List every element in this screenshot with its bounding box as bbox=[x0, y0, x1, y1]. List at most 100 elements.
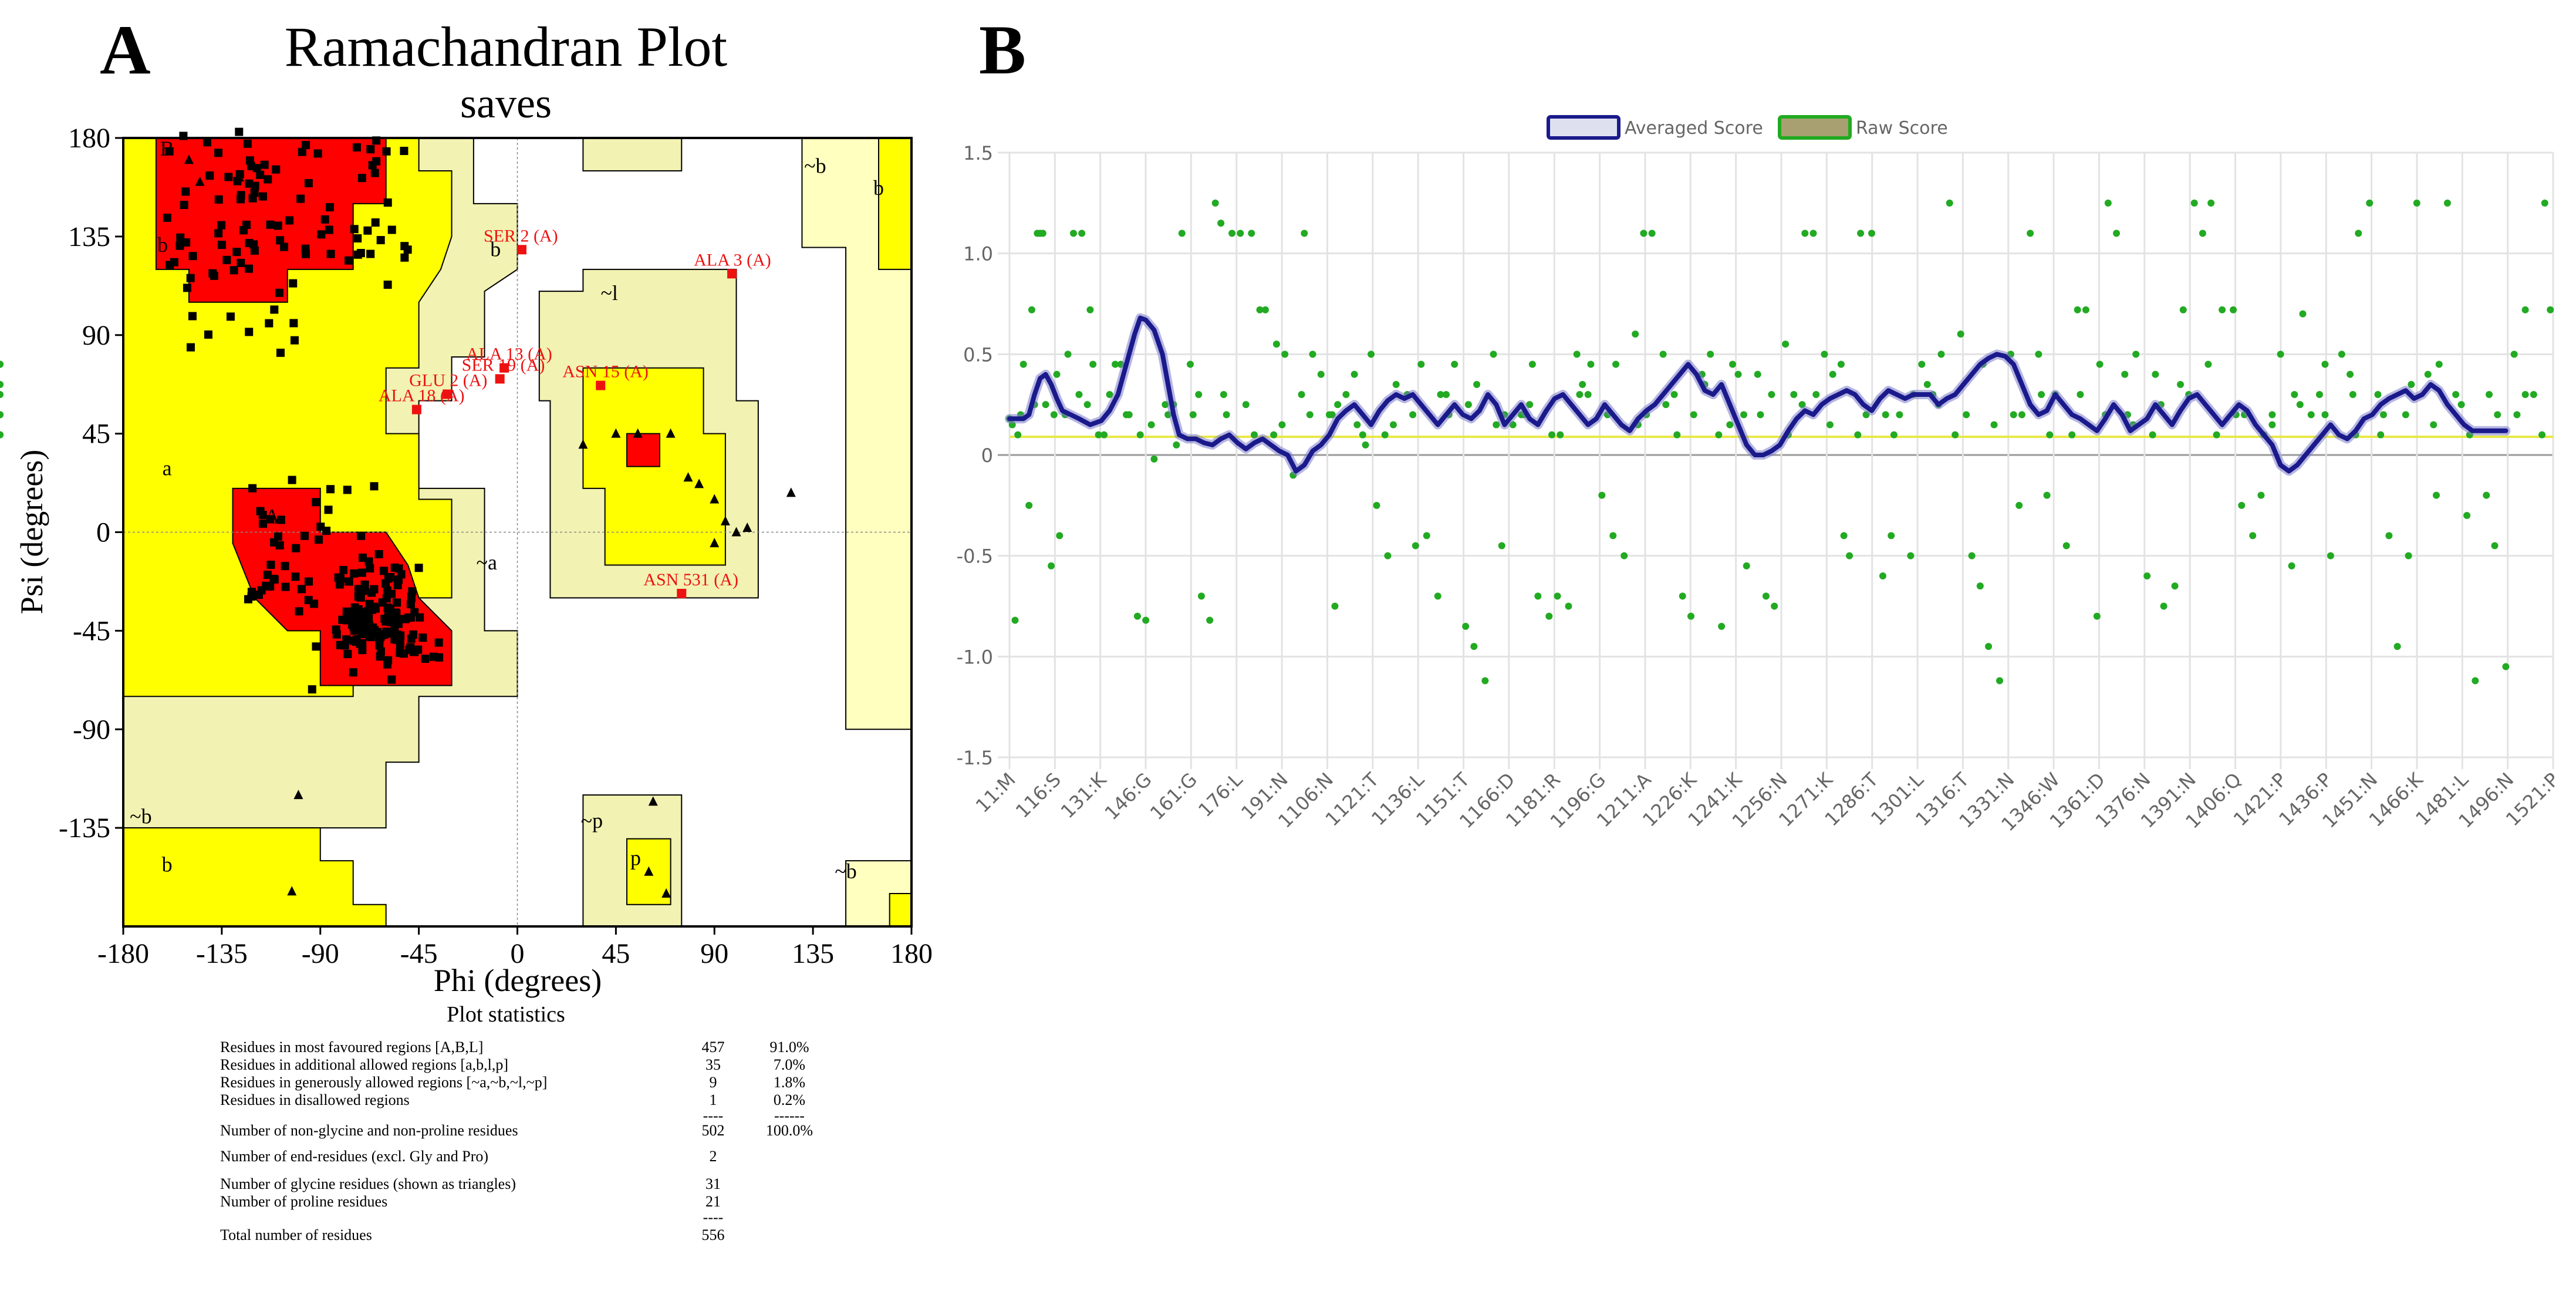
stats-row-count: 31 bbox=[705, 1175, 721, 1192]
rama-residue-marker bbox=[291, 572, 300, 581]
raw-score-point bbox=[1100, 431, 1108, 439]
raw-score-point bbox=[2296, 401, 2304, 409]
rama-residue-marker bbox=[367, 588, 376, 597]
rama-residue-marker bbox=[326, 203, 335, 212]
raw-score-point bbox=[1220, 391, 1227, 398]
rama-y-tick-label: 0 bbox=[96, 517, 110, 548]
raw-score-point bbox=[2405, 552, 2412, 559]
raw-score-point bbox=[2338, 350, 2345, 358]
rama-residue-marker bbox=[332, 630, 341, 639]
raw-score-point bbox=[1278, 421, 1286, 429]
rama-residue-marker bbox=[304, 179, 313, 188]
rama-residue-marker bbox=[222, 255, 231, 264]
stats-row-label: Number of proline residues bbox=[220, 1193, 387, 1210]
rama-residue-marker bbox=[180, 201, 188, 210]
raw-score-point bbox=[1923, 380, 1931, 388]
raw-score-point bbox=[2321, 411, 2329, 419]
rama-residue-marker bbox=[235, 127, 244, 136]
raw-score-point bbox=[2288, 562, 2295, 569]
rama-residue-marker bbox=[263, 571, 272, 579]
raw-score-point bbox=[2463, 512, 2471, 519]
rama-residue-marker bbox=[304, 577, 313, 586]
raw-score-point bbox=[1434, 592, 1441, 600]
raw-score-point bbox=[1389, 421, 1397, 429]
rama-residue-marker bbox=[360, 586, 369, 595]
raw-score-point bbox=[1228, 230, 1236, 237]
rama-residue-marker bbox=[352, 143, 361, 152]
rama-residue-marker bbox=[312, 498, 320, 507]
rama-residue-marker bbox=[401, 615, 410, 623]
rama-residue-marker bbox=[205, 171, 214, 180]
rama-region-label: b bbox=[490, 237, 501, 261]
rama-region-label: ~a bbox=[477, 551, 497, 574]
stats-row-count: ---- bbox=[703, 1209, 724, 1226]
rama-residue-marker bbox=[301, 244, 310, 253]
raw-score-point bbox=[1528, 360, 1536, 368]
raw-score-point bbox=[1690, 411, 1697, 419]
legend-item-raw[interactable]: Raw Score bbox=[1778, 115, 1948, 140]
rama-residue-marker bbox=[324, 505, 333, 514]
raw-score-point bbox=[2452, 391, 2460, 398]
stats-row-label: Number of end-residues (excl. Gly and Pr… bbox=[220, 1148, 488, 1165]
raw-score-point bbox=[1812, 391, 1820, 398]
stats-row-count: 1 bbox=[710, 1091, 717, 1108]
raw-score-point bbox=[1189, 411, 1197, 419]
rama-outlier-marker bbox=[411, 405, 421, 414]
rama-residue-marker bbox=[258, 192, 267, 201]
raw-score-point bbox=[2132, 350, 2140, 358]
rama-residue-marker bbox=[394, 575, 403, 584]
rama-residue-marker bbox=[179, 132, 188, 140]
rama-residue-marker bbox=[292, 544, 301, 552]
raw-score-point bbox=[2171, 582, 2179, 590]
raw-score-point bbox=[2018, 411, 2025, 419]
raw-score-point bbox=[1557, 431, 1564, 439]
raw-score-point bbox=[1136, 431, 1144, 439]
raw-score-point bbox=[1976, 582, 1984, 590]
rama-glycine-triangle bbox=[578, 439, 588, 449]
raw-score-point bbox=[2347, 370, 2354, 378]
rama-residue-marker bbox=[350, 603, 359, 612]
raw-score-point bbox=[2238, 501, 2246, 509]
rama-residue-marker bbox=[264, 175, 272, 184]
raw-score-point bbox=[1242, 401, 1250, 409]
raw-score-point bbox=[2082, 306, 2089, 314]
raw-score-point bbox=[1019, 360, 1027, 368]
raw-score-point bbox=[1451, 360, 1459, 368]
rama-y-tick-label: 180 bbox=[68, 123, 110, 154]
rama-x-axis-label: Phi (degrees) bbox=[434, 963, 602, 998]
rama-region-core-l bbox=[626, 433, 660, 467]
rama-glycine-triangle bbox=[666, 428, 676, 438]
score-y-tick-label: -1.0 bbox=[957, 646, 993, 668]
rama-x-tick-label: 45 bbox=[602, 938, 630, 969]
raw-score-point bbox=[1351, 370, 1358, 378]
raw-score-point bbox=[2443, 199, 2451, 207]
rama-residue-marker bbox=[214, 149, 223, 157]
raw-score-point bbox=[1548, 431, 1556, 439]
rama-residue-marker bbox=[371, 604, 380, 613]
raw-score-point bbox=[1053, 370, 1061, 378]
stats-row-percent: 7.0% bbox=[774, 1056, 805, 1073]
raw-score-point bbox=[0, 380, 4, 388]
raw-score-point bbox=[2321, 360, 2329, 368]
raw-score-point bbox=[2291, 391, 2298, 398]
score-y-tick-labels: 1.5 1.0 0.5 0 -0.5 -1.0 -1.5 bbox=[957, 142, 993, 769]
rama-residue-marker bbox=[338, 615, 347, 624]
stats-row-count: 35 bbox=[705, 1056, 721, 1073]
rama-residue-marker bbox=[343, 650, 352, 659]
raw-score-point bbox=[1612, 360, 1620, 368]
raw-score-point bbox=[2199, 230, 2206, 237]
raw-score-point bbox=[2104, 199, 2112, 207]
legend-item-averaged[interactable]: Averaged Score bbox=[1547, 115, 1763, 140]
stats-row-count: 21 bbox=[705, 1193, 721, 1210]
rama-residue-marker bbox=[370, 482, 379, 491]
raw-score-point bbox=[1095, 431, 1102, 439]
stats-row-label: Number of glycine residues (shown as tri… bbox=[220, 1175, 516, 1192]
raw-score-point bbox=[1707, 350, 1714, 358]
rama-outlier-marker bbox=[596, 380, 606, 390]
raw-score-point bbox=[1579, 380, 1586, 388]
raw-score-point bbox=[1256, 306, 1264, 314]
raw-score-point bbox=[1442, 391, 1450, 398]
rama-title: Ramachandran Plot bbox=[285, 15, 728, 78]
panel-a-letter: A bbox=[100, 11, 151, 89]
raw-score-point bbox=[2327, 552, 2334, 559]
